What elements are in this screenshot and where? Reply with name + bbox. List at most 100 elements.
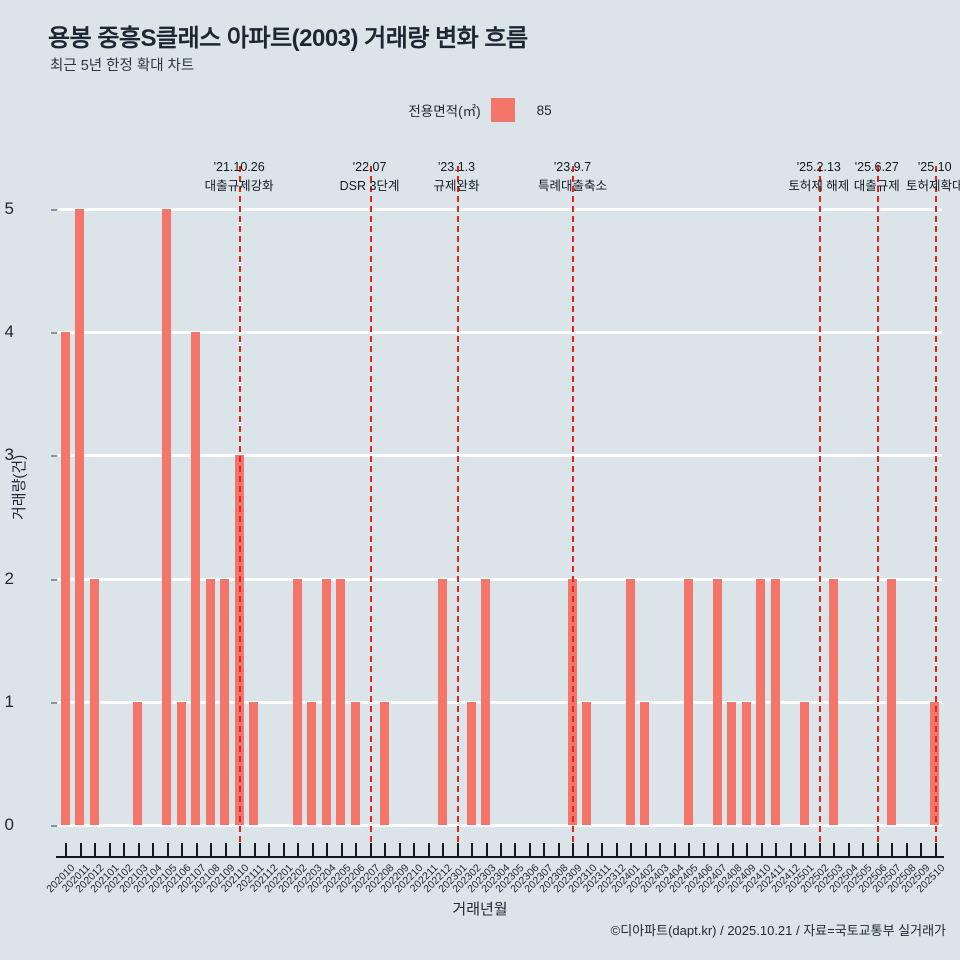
bar[interactable] xyxy=(176,701,186,825)
event-name: 대출규제강화 xyxy=(204,179,274,193)
x-axis-tick-mark xyxy=(282,843,285,857)
event-date: '25.6.27 xyxy=(854,160,899,174)
x-axis-tick-mark xyxy=(456,843,459,857)
gridline xyxy=(58,824,942,827)
x-axis-tick-mark xyxy=(137,843,140,857)
bar[interactable] xyxy=(886,578,896,825)
x-axis-tick-mark xyxy=(760,843,763,857)
legend-title: 전용면적(㎡) xyxy=(408,104,481,119)
bar[interactable] xyxy=(133,701,143,825)
x-axis-tick-mark xyxy=(659,843,662,857)
bar[interactable] xyxy=(307,701,317,825)
bar[interactable] xyxy=(567,578,577,825)
bar[interactable] xyxy=(770,578,780,825)
page-subtitle: 최근 5년 한정 확대 차트 xyxy=(50,58,195,74)
gridline xyxy=(58,454,942,458)
bar[interactable] xyxy=(582,701,592,825)
x-axis-tick-mark xyxy=(369,843,372,857)
x-axis-title: 거래년월 xyxy=(452,901,508,918)
x-axis-tick-mark xyxy=(862,843,865,857)
x-axis-tick-mark xyxy=(166,843,169,857)
bar[interactable] xyxy=(249,701,259,825)
x-axis-tick-mark xyxy=(108,843,111,857)
gridline xyxy=(58,331,942,335)
bar[interactable] xyxy=(481,578,490,825)
bar[interactable] xyxy=(683,578,693,825)
event-marker-label: '21.10.26 대출규제강화 xyxy=(205,158,274,196)
x-axis-tick-mark xyxy=(572,843,575,857)
x-axis-tick-mark xyxy=(833,843,836,857)
x-axis-tick-mark xyxy=(543,843,546,857)
bar[interactable] xyxy=(162,209,172,825)
event-name: 대출규제 xyxy=(853,179,900,193)
bar[interactable] xyxy=(741,701,751,825)
y-axis-tick-label: 2 xyxy=(4,568,14,588)
event-date: '25.2.13 xyxy=(796,160,841,174)
bar[interactable] xyxy=(930,701,940,825)
x-axis-tick-mark xyxy=(644,843,647,857)
x-axis-tick-mark xyxy=(442,843,445,857)
bar[interactable] xyxy=(336,578,346,825)
x-axis-tick-mark xyxy=(413,843,416,857)
x-axis-tick-mark xyxy=(920,843,923,857)
y-axis-tick-mark xyxy=(51,578,57,581)
x-axis-line xyxy=(56,856,944,858)
bar[interactable] xyxy=(625,578,635,825)
x-axis-tick-mark xyxy=(905,843,908,857)
event-date: '23.9.7 xyxy=(553,160,592,174)
x-axis-tick-mark xyxy=(253,843,256,857)
plot-area xyxy=(58,208,942,827)
event-name: DSR 3단계 xyxy=(339,179,400,193)
bar[interactable] xyxy=(756,578,766,825)
bar[interactable] xyxy=(321,578,331,825)
x-axis-tick-mark xyxy=(847,843,850,857)
x-axis-tick-mark xyxy=(79,843,82,857)
gridline xyxy=(58,700,942,704)
bar[interactable] xyxy=(712,578,722,825)
x-axis-tick-mark xyxy=(311,843,314,857)
event-marker-label: '22.07 DSR 3단계 xyxy=(340,158,400,196)
x-axis-tick-mark xyxy=(297,843,300,857)
x-axis-tick-mark xyxy=(427,843,430,857)
bar[interactable] xyxy=(89,578,99,825)
x-axis-tick-mark xyxy=(65,843,68,857)
bar[interactable] xyxy=(75,209,85,825)
chart-legend: 전용면적(㎡) 85 xyxy=(0,98,960,122)
bar[interactable] xyxy=(640,701,650,825)
bar[interactable] xyxy=(350,701,360,825)
bar[interactable] xyxy=(437,578,447,825)
bar[interactable] xyxy=(466,701,476,825)
x-axis-tick-mark xyxy=(804,843,807,857)
bar[interactable] xyxy=(191,332,201,825)
x-axis-tick-mark xyxy=(340,843,343,857)
x-axis-tick-mark xyxy=(876,843,879,857)
bar[interactable] xyxy=(379,701,389,825)
y-axis-tick-mark xyxy=(51,209,57,211)
bar[interactable] xyxy=(60,332,70,825)
y-axis-tick-label: 4 xyxy=(4,322,14,342)
x-axis-tick-mark xyxy=(514,843,517,857)
y-axis-tick-label: 3 xyxy=(4,445,14,465)
event-date: '22.07 xyxy=(352,160,387,174)
bar[interactable] xyxy=(828,578,838,825)
x-axis-tick-mark xyxy=(224,843,227,857)
bar[interactable] xyxy=(292,578,302,825)
event-marker-line xyxy=(239,166,242,842)
x-axis-tick-mark xyxy=(326,843,329,857)
event-name: 규제완화 xyxy=(433,179,480,193)
bar[interactable] xyxy=(234,455,244,825)
event-marker-line xyxy=(369,166,372,842)
x-axis-tick-mark xyxy=(557,843,560,857)
bar[interactable] xyxy=(220,578,230,825)
x-axis-tick-mark xyxy=(210,843,213,857)
bar[interactable] xyxy=(799,701,809,825)
bar[interactable] xyxy=(205,578,215,825)
event-marker-label: '25.6.27 대출규제 xyxy=(854,158,900,196)
x-axis-tick-mark xyxy=(123,843,126,857)
bar[interactable] xyxy=(727,701,737,825)
x-axis-tick-mark xyxy=(601,843,604,857)
x-axis-tick-mark xyxy=(500,843,502,857)
event-marker-label: '25.10 토허제확대 xyxy=(906,158,960,196)
event-marker-line xyxy=(934,166,937,842)
